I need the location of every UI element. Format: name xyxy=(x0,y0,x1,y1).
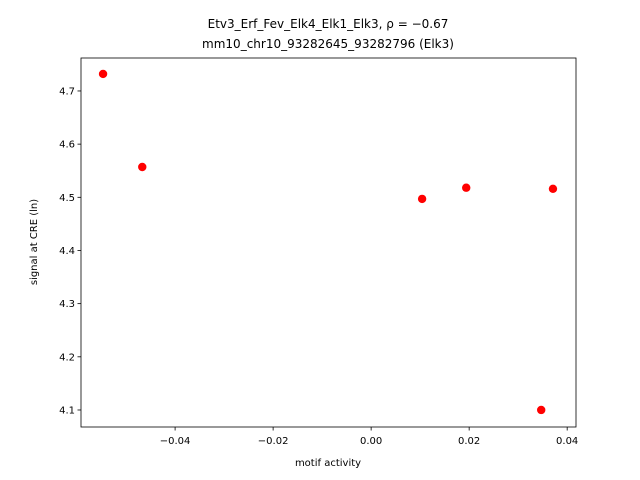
y-tick-label: 4.5 xyxy=(59,193,75,204)
x-tick-label: 0.00 xyxy=(360,436,382,447)
chart-title: Etv3_Erf_Fev_Elk4_Elk1_Elk3, ρ = −0.67 xyxy=(208,17,449,31)
y-tick-label: 4.3 xyxy=(59,299,75,310)
y-tick-label: 4.2 xyxy=(59,352,75,363)
x-tick-label: −0.04 xyxy=(160,436,191,447)
x-tick-label: −0.02 xyxy=(258,436,289,447)
y-axis-label: signal at CRE (ln) xyxy=(29,199,40,285)
x-tick-label: 0.02 xyxy=(458,436,480,447)
y-tick-label: 4.4 xyxy=(59,246,75,257)
x-tick-label: 0.04 xyxy=(556,436,578,447)
point xyxy=(98,69,108,79)
plot-frame xyxy=(80,57,577,428)
point xyxy=(462,183,471,192)
point xyxy=(138,162,147,172)
point xyxy=(537,405,546,415)
chart-subtitle: mm10_chr10_93282645_93282796 (Elk3) xyxy=(202,37,454,51)
y-tick-label: 4.7 xyxy=(59,86,75,97)
y-tick-label: 4.1 xyxy=(59,405,75,416)
y-tick-label: 4.6 xyxy=(59,140,75,151)
x-axis-label: motif activity xyxy=(295,458,361,469)
point xyxy=(417,194,427,204)
point xyxy=(548,184,558,193)
